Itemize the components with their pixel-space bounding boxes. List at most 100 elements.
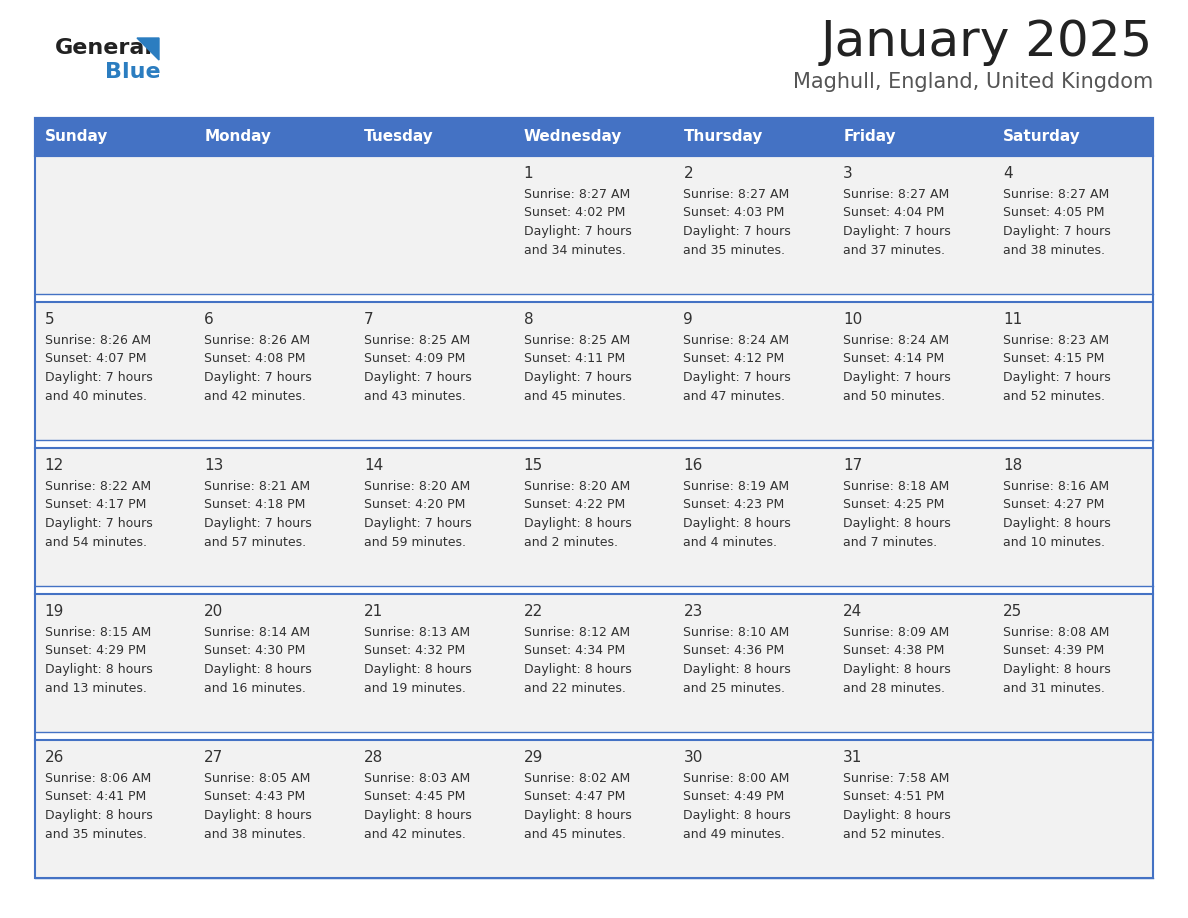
Text: 22: 22	[524, 604, 543, 619]
Text: and 37 minutes.: and 37 minutes.	[843, 243, 946, 256]
Text: Daylight: 7 hours: Daylight: 7 hours	[1003, 225, 1111, 238]
Text: and 50 minutes.: and 50 minutes.	[843, 389, 946, 402]
Text: and 35 minutes.: and 35 minutes.	[683, 243, 785, 256]
Text: and 34 minutes.: and 34 minutes.	[524, 243, 626, 256]
Text: Sunset: 4:25 PM: Sunset: 4:25 PM	[843, 498, 944, 511]
Text: Sunset: 4:04 PM: Sunset: 4:04 PM	[843, 207, 944, 219]
Text: Sunrise: 8:18 AM: Sunrise: 8:18 AM	[843, 480, 949, 493]
Text: General: General	[55, 38, 153, 58]
Bar	[993, 118, 1154, 156]
Text: Sunrise: 8:26 AM: Sunrise: 8:26 AM	[204, 334, 310, 347]
Text: 26: 26	[45, 750, 64, 765]
Text: and 57 minutes.: and 57 minutes.	[204, 535, 307, 548]
Text: 7: 7	[364, 312, 374, 327]
Text: Monday: Monday	[204, 129, 271, 144]
Text: 13: 13	[204, 458, 223, 473]
Text: Sunrise: 8:00 AM: Sunrise: 8:00 AM	[683, 772, 790, 785]
Text: Sunset: 4:30 PM: Sunset: 4:30 PM	[204, 644, 305, 657]
Text: 14: 14	[364, 458, 384, 473]
Text: Sunrise: 8:24 AM: Sunrise: 8:24 AM	[683, 334, 790, 347]
Text: Sunset: 4:09 PM: Sunset: 4:09 PM	[364, 353, 466, 365]
Text: and 35 minutes.: and 35 minutes.	[45, 827, 146, 841]
Text: Sunrise: 8:08 AM: Sunrise: 8:08 AM	[1003, 626, 1110, 639]
Text: Daylight: 7 hours: Daylight: 7 hours	[683, 371, 791, 384]
Text: and 4 minutes.: and 4 minutes.	[683, 535, 777, 548]
Text: Sunrise: 8:06 AM: Sunrise: 8:06 AM	[45, 772, 151, 785]
Bar	[34, 594, 1154, 732]
Text: Sunday: Sunday	[45, 129, 108, 144]
Text: and 22 minutes.: and 22 minutes.	[524, 681, 626, 695]
Text: Sunset: 4:38 PM: Sunset: 4:38 PM	[843, 644, 944, 657]
Text: Daylight: 7 hours: Daylight: 7 hours	[1003, 371, 1111, 384]
Text: and 42 minutes.: and 42 minutes.	[364, 827, 466, 841]
Text: 30: 30	[683, 750, 703, 765]
Text: Sunset: 4:41 PM: Sunset: 4:41 PM	[45, 790, 146, 803]
Text: Sunset: 4:43 PM: Sunset: 4:43 PM	[204, 790, 305, 803]
Text: Daylight: 7 hours: Daylight: 7 hours	[524, 371, 632, 384]
Text: Daylight: 7 hours: Daylight: 7 hours	[45, 517, 152, 530]
Text: Sunrise: 8:22 AM: Sunrise: 8:22 AM	[45, 480, 151, 493]
Text: and 10 minutes.: and 10 minutes.	[1003, 535, 1105, 548]
Text: Sunset: 4:05 PM: Sunset: 4:05 PM	[1003, 207, 1105, 219]
Text: 25: 25	[1003, 604, 1022, 619]
Text: Daylight: 7 hours: Daylight: 7 hours	[204, 371, 312, 384]
Text: Sunset: 4:32 PM: Sunset: 4:32 PM	[364, 644, 466, 657]
Text: Sunrise: 8:09 AM: Sunrise: 8:09 AM	[843, 626, 949, 639]
Text: Sunset: 4:27 PM: Sunset: 4:27 PM	[1003, 498, 1104, 511]
Text: and 42 minutes.: and 42 minutes.	[204, 389, 307, 402]
Text: Sunset: 4:36 PM: Sunset: 4:36 PM	[683, 644, 785, 657]
Text: Daylight: 7 hours: Daylight: 7 hours	[843, 371, 950, 384]
Text: Wednesday: Wednesday	[524, 129, 623, 144]
Text: Sunrise: 8:20 AM: Sunrise: 8:20 AM	[524, 480, 630, 493]
Text: Sunset: 4:18 PM: Sunset: 4:18 PM	[204, 498, 305, 511]
Text: Daylight: 8 hours: Daylight: 8 hours	[843, 663, 950, 676]
Text: 15: 15	[524, 458, 543, 473]
Text: Sunset: 4:08 PM: Sunset: 4:08 PM	[204, 353, 305, 365]
Text: 5: 5	[45, 312, 55, 327]
Text: 3: 3	[843, 166, 853, 181]
Text: Sunset: 4:07 PM: Sunset: 4:07 PM	[45, 353, 146, 365]
Text: Daylight: 8 hours: Daylight: 8 hours	[843, 809, 950, 822]
Text: Sunrise: 8:03 AM: Sunrise: 8:03 AM	[364, 772, 470, 785]
Text: and 16 minutes.: and 16 minutes.	[204, 681, 307, 695]
Text: Friday: Friday	[843, 129, 896, 144]
Bar	[514, 118, 674, 156]
Text: Sunset: 4:14 PM: Sunset: 4:14 PM	[843, 353, 944, 365]
Text: Sunrise: 8:12 AM: Sunrise: 8:12 AM	[524, 626, 630, 639]
Text: Sunset: 4:45 PM: Sunset: 4:45 PM	[364, 790, 466, 803]
Text: 20: 20	[204, 604, 223, 619]
Text: and 40 minutes.: and 40 minutes.	[45, 389, 146, 402]
Bar	[34, 118, 1154, 878]
Text: Sunrise: 8:05 AM: Sunrise: 8:05 AM	[204, 772, 311, 785]
Text: 2: 2	[683, 166, 693, 181]
Text: Sunrise: 8:25 AM: Sunrise: 8:25 AM	[364, 334, 470, 347]
Text: Sunrise: 8:27 AM: Sunrise: 8:27 AM	[683, 188, 790, 201]
Text: 31: 31	[843, 750, 862, 765]
Text: and 2 minutes.: and 2 minutes.	[524, 535, 618, 548]
Text: 21: 21	[364, 604, 384, 619]
Text: Daylight: 7 hours: Daylight: 7 hours	[524, 225, 632, 238]
Text: 24: 24	[843, 604, 862, 619]
Text: Daylight: 7 hours: Daylight: 7 hours	[683, 225, 791, 238]
Text: Sunrise: 8:13 AM: Sunrise: 8:13 AM	[364, 626, 470, 639]
Text: Daylight: 8 hours: Daylight: 8 hours	[1003, 517, 1111, 530]
Text: Daylight: 7 hours: Daylight: 7 hours	[204, 517, 312, 530]
Text: and 47 minutes.: and 47 minutes.	[683, 389, 785, 402]
Bar	[34, 302, 1154, 440]
Text: Blue: Blue	[105, 62, 160, 82]
Text: Daylight: 7 hours: Daylight: 7 hours	[45, 371, 152, 384]
Text: Saturday: Saturday	[1003, 129, 1081, 144]
Text: and 38 minutes.: and 38 minutes.	[1003, 243, 1105, 256]
Text: Sunset: 4:03 PM: Sunset: 4:03 PM	[683, 207, 785, 219]
Text: Sunset: 4:02 PM: Sunset: 4:02 PM	[524, 207, 625, 219]
Bar	[354, 118, 514, 156]
Text: Sunset: 4:15 PM: Sunset: 4:15 PM	[1003, 353, 1104, 365]
Text: Sunset: 4:17 PM: Sunset: 4:17 PM	[45, 498, 146, 511]
Text: and 28 minutes.: and 28 minutes.	[843, 681, 946, 695]
Text: Sunrise: 8:10 AM: Sunrise: 8:10 AM	[683, 626, 790, 639]
Text: Daylight: 8 hours: Daylight: 8 hours	[683, 517, 791, 530]
Text: Sunrise: 8:20 AM: Sunrise: 8:20 AM	[364, 480, 470, 493]
Text: Daylight: 8 hours: Daylight: 8 hours	[1003, 663, 1111, 676]
Text: and 49 minutes.: and 49 minutes.	[683, 827, 785, 841]
Text: and 7 minutes.: and 7 minutes.	[843, 535, 937, 548]
